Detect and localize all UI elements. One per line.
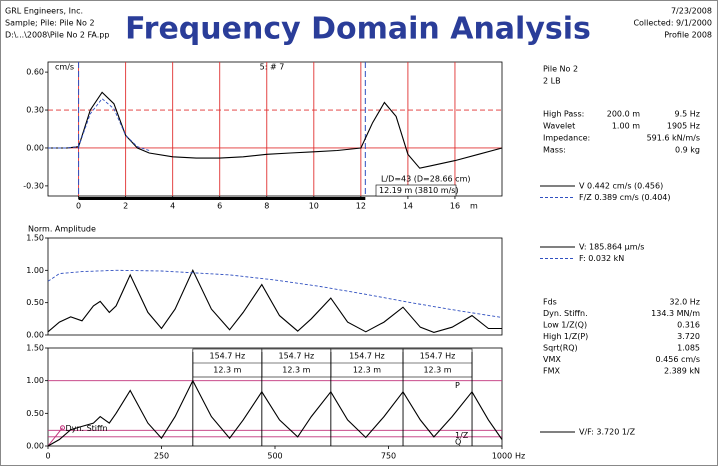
plot-frame bbox=[47, 237, 503, 336]
gauge: 2 LB bbox=[543, 77, 561, 86]
y-tick-label: 0.00 bbox=[26, 143, 44, 152]
y-tick-label: 1.50 bbox=[26, 234, 44, 243]
y-tick-label: 0.00 bbox=[26, 331, 44, 340]
reference-label: 1/Z bbox=[455, 431, 469, 440]
plot-frame bbox=[47, 61, 503, 197]
series-line bbox=[48, 98, 150, 151]
param-text: 200.0 m bbox=[607, 110, 640, 119]
spacing-length: 12.3 m bbox=[213, 366, 241, 375]
result-label: High 1/Z(P) bbox=[543, 332, 588, 341]
legend-label: V: 185.864 µm/s bbox=[579, 243, 644, 252]
y-tick-label: -0.30 bbox=[23, 181, 44, 190]
y-tick-label: 0.30 bbox=[26, 106, 44, 115]
stiffness-point bbox=[60, 425, 66, 431]
param-text: Impedance: bbox=[543, 134, 590, 143]
y-tick-label: 1.00 bbox=[26, 376, 44, 385]
profile: Profile 2008 bbox=[664, 31, 712, 40]
x-tick-label: 1000 bbox=[492, 452, 512, 461]
file-path: D:\...\2008\Pile No 2 FA.pp bbox=[5, 31, 109, 40]
spacing-frequency: 154.7 Hz bbox=[420, 352, 456, 361]
pile-name: Pile No 2 bbox=[543, 65, 578, 74]
param-text: 0.9 kg bbox=[675, 146, 700, 155]
param-text: Wavelet bbox=[543, 122, 575, 131]
y-tick-label: 1.00 bbox=[26, 266, 44, 275]
collected: Collected: 9/1/2000 bbox=[633, 19, 712, 28]
annotation: L/D=43 (D=28.66 cm) bbox=[381, 175, 470, 184]
x-tick-label: 16 bbox=[450, 202, 460, 211]
reference-label: P bbox=[455, 381, 460, 390]
x-tick-label: 500 bbox=[267, 452, 282, 461]
result-label: Sqrt(RQ) bbox=[543, 344, 578, 353]
x-axis-label: m bbox=[470, 202, 478, 211]
annotation-box bbox=[375, 184, 457, 197]
date: 7/23/2008 bbox=[671, 7, 712, 16]
series-line bbox=[47, 269, 503, 318]
result-label: Fds bbox=[543, 298, 557, 307]
spacing-length: 12.3 m bbox=[353, 366, 381, 375]
param-text: 591.6 kN/m/s bbox=[647, 134, 700, 143]
result-label: VMX bbox=[543, 355, 561, 364]
y-axis-label: cm/s bbox=[55, 63, 74, 72]
x-tick-label: 6 bbox=[217, 202, 222, 211]
spacing-frequency: 154.7 Hz bbox=[279, 352, 315, 361]
param-text: Mass: bbox=[543, 146, 566, 155]
spacing-length: 12.3 m bbox=[282, 366, 310, 375]
y-tick-label: 0.00 bbox=[26, 442, 44, 451]
x-axis-label: Hz bbox=[515, 452, 525, 461]
y-axis-label: Norm. Amplitude bbox=[28, 225, 96, 234]
y-tick-label: 0.50 bbox=[26, 298, 44, 307]
x-tick-label: 12 bbox=[356, 202, 366, 211]
spacing-length: 12.3 m bbox=[423, 366, 451, 375]
result-label: Low 1/Z(Q) bbox=[543, 321, 587, 330]
legend-label: F: 0.032 kN bbox=[579, 254, 624, 263]
stiffness-line bbox=[47, 427, 63, 447]
legend-label: V/F: 3.720 1/Z bbox=[579, 428, 636, 437]
x-tick-label: 8 bbox=[264, 202, 269, 211]
annotation: 12.19 m (3810 m/s) bbox=[379, 186, 459, 195]
series-line bbox=[47, 379, 503, 447]
param-text: 9.5 Hz bbox=[675, 110, 700, 119]
param-text: 1905 Hz bbox=[667, 122, 700, 131]
y-tick-label: 0.50 bbox=[26, 409, 44, 418]
x-tick-label: 750 bbox=[381, 452, 396, 461]
x-tick-label: 0 bbox=[45, 452, 50, 461]
spacing-frequency: 154.7 Hz bbox=[349, 352, 385, 361]
x-tick-label: 10 bbox=[309, 202, 319, 211]
y-tick-label: 1.50 bbox=[26, 344, 44, 353]
result-value: 3.720 bbox=[677, 332, 700, 341]
param-text: High Pass: bbox=[543, 110, 584, 119]
result-value: 0.456 cm/s bbox=[656, 355, 701, 364]
result-label: FMX bbox=[543, 367, 561, 376]
x-tick-label: 250 bbox=[154, 452, 169, 461]
stiffness-label: Dyn. Stiffn bbox=[66, 424, 108, 433]
sample: Sample; Pile: Pile No 2 bbox=[5, 19, 95, 28]
spacing-frequency: 154.7 Hz bbox=[209, 352, 245, 361]
param-text: 1.00 m bbox=[612, 122, 640, 131]
result-value: 134.3 MN/m bbox=[651, 309, 700, 318]
report-title: Frequency Domain Analysis bbox=[125, 12, 591, 47]
length-bar bbox=[78, 197, 366, 200]
result-value: 1.085 bbox=[677, 344, 700, 353]
company: GRL Engineers, Inc. bbox=[5, 7, 83, 16]
legend-label: V 0.442 cm/s (0.456) bbox=[579, 182, 663, 191]
subtitle: 5: # 7 bbox=[260, 63, 285, 72]
result-label: Dyn. Stiffn. bbox=[543, 309, 588, 318]
series-line bbox=[47, 269, 502, 333]
series-line bbox=[48, 91, 503, 169]
reference-label: Q bbox=[455, 437, 461, 446]
x-tick-label: 4 bbox=[170, 202, 175, 211]
legend-label: F/Z 0.389 cm/s (0.404) bbox=[579, 193, 671, 202]
result-value: 0.316 bbox=[677, 321, 700, 330]
x-tick-label: 0 bbox=[76, 202, 81, 211]
x-tick-label: 14 bbox=[403, 202, 413, 211]
result-value: 2.389 kN bbox=[664, 367, 700, 376]
result-value: 32.0 Hz bbox=[669, 298, 700, 307]
y-tick-label: 0.60 bbox=[26, 68, 44, 77]
x-tick-label: 2 bbox=[123, 202, 128, 211]
